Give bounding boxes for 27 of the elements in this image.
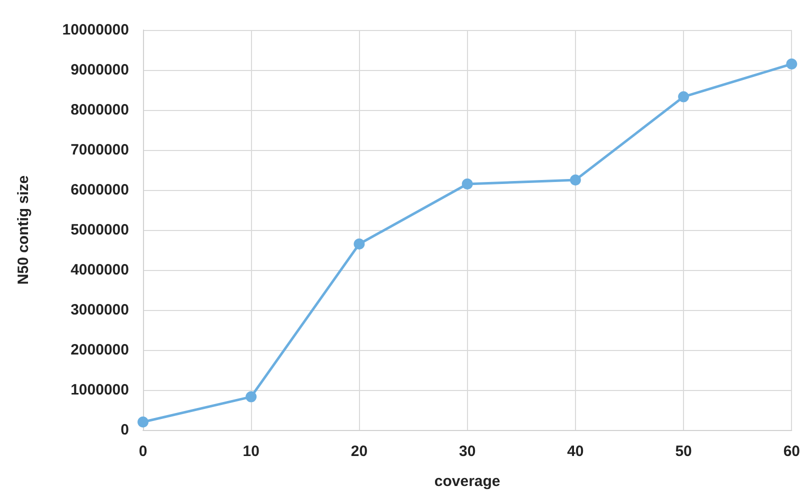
y-tick-label: 4000000 bbox=[70, 262, 129, 278]
y-tick-label: 8000000 bbox=[70, 102, 129, 118]
point bbox=[138, 416, 148, 428]
y-tick-label: 6000000 bbox=[70, 182, 129, 198]
y-tick-label: 9000000 bbox=[70, 62, 129, 78]
point bbox=[462, 178, 473, 190]
point bbox=[678, 91, 690, 102]
y-axis-title: N50 contig size bbox=[15, 175, 32, 285]
y-tick-label: 7000000 bbox=[70, 142, 129, 158]
y-tick-label: 0 bbox=[120, 422, 129, 438]
y-tick-label: 2000000 bbox=[70, 342, 129, 358]
x-tick-label: 60 bbox=[783, 443, 800, 460]
y-tick-label: 5000000 bbox=[70, 222, 129, 238]
x-tick-label: 50 bbox=[675, 443, 692, 460]
x-tick-label: 0 bbox=[138, 443, 148, 460]
y-tick-label: 1000000 bbox=[70, 382, 129, 398]
x-axis-title: coverage bbox=[434, 473, 500, 490]
x-tick-label: 10 bbox=[242, 443, 260, 460]
point bbox=[246, 391, 257, 402]
point bbox=[354, 238, 365, 250]
x-tick-label: 20 bbox=[350, 443, 368, 460]
y-tick-label: 10000000 bbox=[62, 22, 129, 38]
x-tick-label: 30 bbox=[458, 443, 476, 460]
y-tick-label: 3000000 bbox=[70, 302, 129, 318]
x-tick-label: 40 bbox=[567, 443, 584, 460]
point bbox=[570, 174, 581, 186]
point bbox=[786, 58, 798, 70]
